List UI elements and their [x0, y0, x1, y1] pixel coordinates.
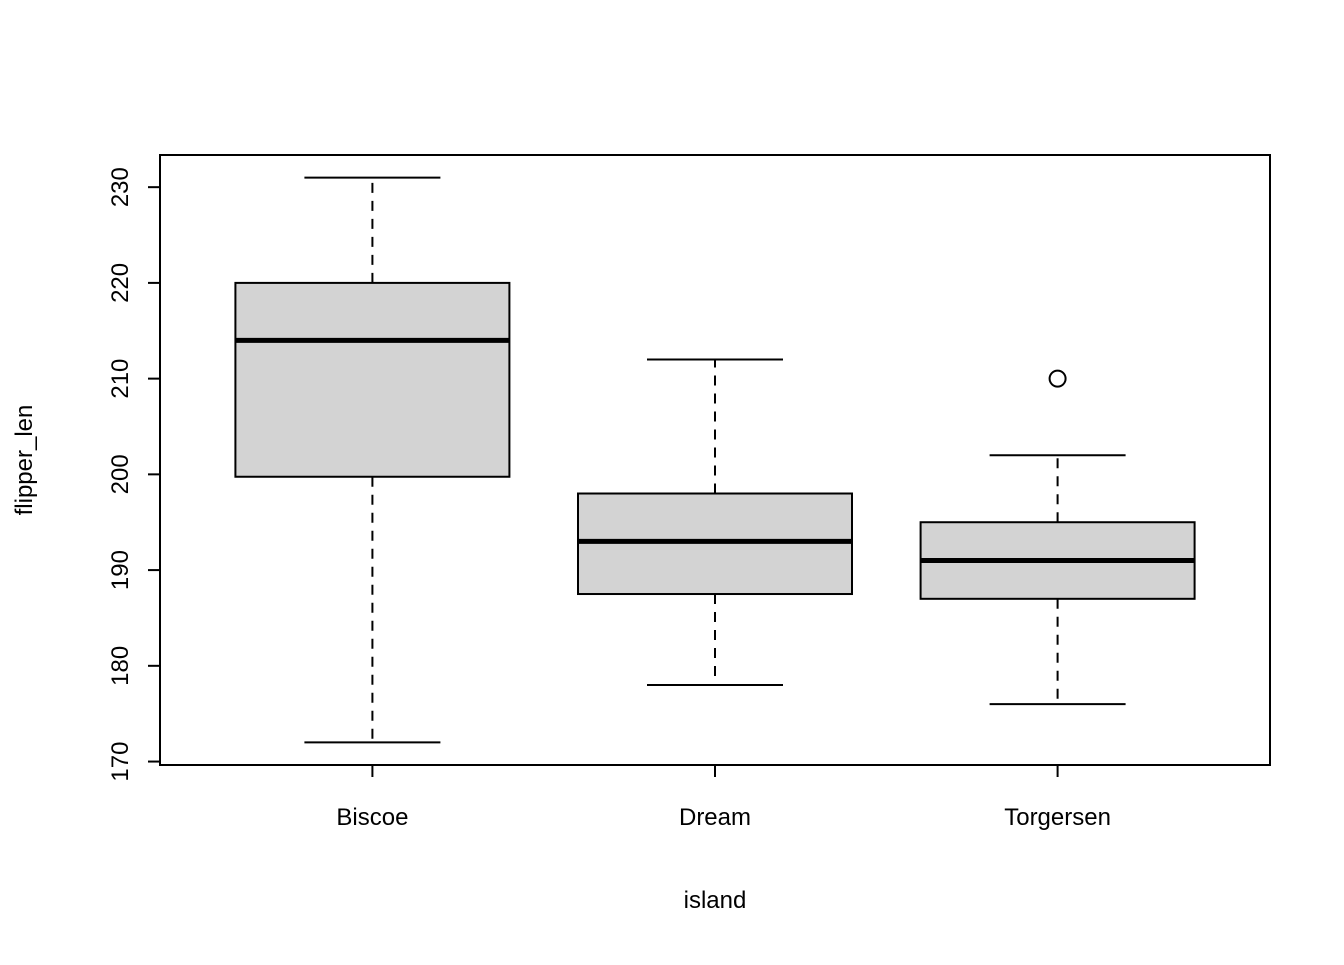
- axes-layer: 170 180 190 200 210 220 230 Biscoe Dream Torgerse…: [107, 154, 1271, 831]
- y-tick-label: 230: [107, 167, 134, 207]
- y-tick-label: 170: [107, 742, 134, 782]
- y-tick-label: 200: [107, 454, 134, 494]
- x-axis-label: island: [684, 887, 747, 914]
- y-tick-label: 220: [107, 263, 134, 303]
- y-tick-label: 190: [107, 550, 134, 590]
- boxes-layer: [234, 176, 1196, 744]
- y-axis-label: flipper_len: [11, 405, 38, 516]
- x-tick-label: Torgersen: [1004, 804, 1111, 831]
- box-biscoe: [234, 176, 511, 744]
- x-tick-label: Dream: [679, 804, 751, 831]
- y-tick-label: 210: [107, 359, 134, 399]
- outlier-point: [1048, 369, 1067, 388]
- x-tick-label: Biscoe: [336, 804, 408, 831]
- iqr-box: [234, 281, 511, 478]
- y-tick-label: 180: [107, 646, 134, 686]
- box-dream: [577, 358, 853, 686]
- box-torgersen: [919, 369, 1196, 706]
